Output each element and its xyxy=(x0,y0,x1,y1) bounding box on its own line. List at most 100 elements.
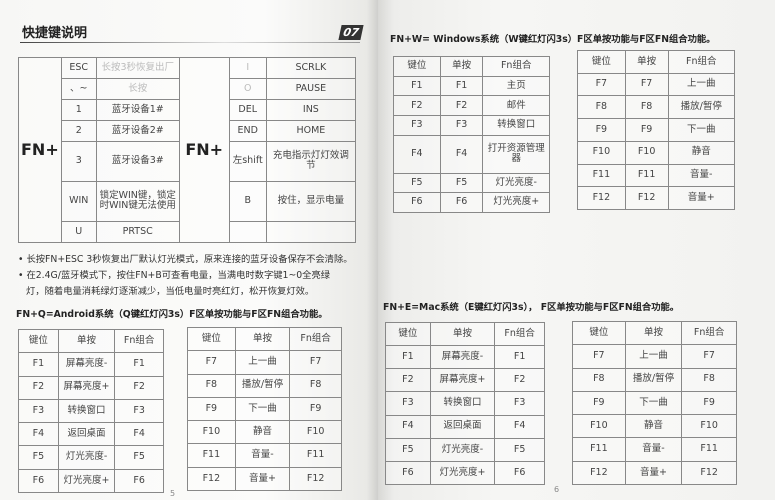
table-row: F12 音量+ F12 xyxy=(572,460,737,486)
windows-table-f7-f12: 键位 单按 Fn组合 F7 F7 上一曲 F8 F8 播放/暂停 F9 F9 下一曲 F10 F10 静音 F… xyxy=(577,50,735,210)
table-cell: F9 xyxy=(187,396,236,422)
column-header: Fn组合 xyxy=(289,326,342,352)
table-row: F9 下一曲 F9 xyxy=(572,390,737,416)
column-header: Fn组合 xyxy=(667,50,735,74)
column-header: 单按 xyxy=(234,326,291,352)
table-cell: F3 xyxy=(439,115,484,136)
table-row: WIN 锁定WIN键，锁定时WIN键无法使用 B 按住，显示电量 xyxy=(19,180,357,222)
table-row: F7 上一曲 F7 xyxy=(187,350,342,375)
fn-prefix-label: FN+ xyxy=(18,57,62,243)
table-row: F12 音量+ F12 xyxy=(187,466,342,492)
function-cell: HOME xyxy=(265,119,357,142)
key-cell: WIN xyxy=(60,180,97,222)
table-row: F12 F12 音量+ xyxy=(577,186,735,210)
table-cell: F9 xyxy=(572,390,626,416)
function-cell: PRTSC xyxy=(95,220,180,244)
key-cell: I xyxy=(228,57,267,79)
table-cell: F11 xyxy=(572,437,626,462)
table-row: F6 灯光亮度+ F6 xyxy=(18,468,164,494)
title-divider xyxy=(20,42,360,43)
table-row: 3 蓝牙设备3# 左shift 充电指示灯灯效调节 xyxy=(19,140,357,182)
table-cell: 转换窗口 xyxy=(57,398,116,424)
table-row: F2 屏幕亮度+ F2 xyxy=(385,368,545,393)
table-row: F10 F10 静音 xyxy=(577,140,735,165)
table-row: 、~ 长按 O PAUSE xyxy=(19,77,357,100)
table-cell: F4 xyxy=(439,134,484,174)
table-cell: 音量- xyxy=(667,163,735,188)
table-cell: F3 xyxy=(114,398,164,424)
table-row: F2 屏幕亮度+ F2 xyxy=(18,375,164,400)
table-cell: F4 xyxy=(494,414,545,439)
table-cell: 转换窗口 xyxy=(482,115,550,136)
windows-heading: FN+W= Windows系统（W键红灯闪3s）F区单按功能与F区FN组合功能。 xyxy=(390,34,716,45)
table-cell: F5 xyxy=(385,437,431,462)
key-cell: DEL xyxy=(228,98,267,121)
windows-table-f1-f6: 键位 单按 Fn组合 F1 F1 主页 F2 F2 邮件 F3 F3 转换窗口 F4 F4 打开资源管理器 F… xyxy=(393,56,550,213)
table-cell: F10 xyxy=(624,140,669,165)
table-cell: F1 xyxy=(114,352,164,377)
table-cell: F4 xyxy=(18,422,59,447)
table-row: F11 F11 音量- xyxy=(577,163,735,188)
table-cell: F7 xyxy=(187,350,236,375)
column-header: 键位 xyxy=(18,328,59,354)
note-1: • 长按FN+ESC 3秒恢复出厂默认灯光模式，原来连接的蓝牙设备保存不会清除。 xyxy=(18,254,353,265)
table-cell: F1 xyxy=(393,75,441,97)
table-cell: F1 xyxy=(385,345,431,370)
function-cell: 锁定WIN键，锁定时WIN键无法使用 xyxy=(95,180,180,222)
column-header: Fn组合 xyxy=(114,328,164,354)
android-table-f7-f12: 键位 单按 Fn组合 F7 上一曲 F7 F8 播放/暂停 F8 F9 下一曲 F9 F10 静音 F10 F… xyxy=(187,326,342,492)
right-page: FN+W= Windows系统（W键红灯闪3s）F区单按功能与F区FN组合功能。… xyxy=(378,0,775,500)
table-row: F1 F1 主页 xyxy=(393,75,550,97)
table-cell: F11 xyxy=(681,437,737,462)
column-header: Fn组合 xyxy=(482,56,550,77)
function-cell: 按住，显示电量 xyxy=(265,180,357,222)
table-cell: F9 xyxy=(681,390,737,416)
column-header: 键位 xyxy=(572,320,626,346)
table-cell: 音量- xyxy=(624,437,683,462)
key-cell: 1 xyxy=(60,98,97,121)
table-cell: F3 xyxy=(385,391,431,416)
table-row: F10 静音 F10 xyxy=(187,420,342,445)
table-cell: F9 xyxy=(577,118,626,142)
table-row: F4 返回桌面 F4 xyxy=(18,422,164,447)
table-cell: 静音 xyxy=(624,414,683,439)
left-page: 快捷键说明 07 FN+ ESC 长按3秒恢复出厂 FN+ I SCRLK 、~ 长按 O PAU… xyxy=(0,0,378,500)
table-cell: F7 xyxy=(572,344,626,369)
table-cell: F6 xyxy=(385,460,431,486)
table-cell: 上一曲 xyxy=(624,344,683,369)
table-cell: F3 xyxy=(18,398,59,424)
table-cell: 返回桌面 xyxy=(429,414,496,439)
table-cell: F4 xyxy=(385,414,431,439)
function-cell: 长按 xyxy=(95,77,180,100)
table-cell: F1 xyxy=(18,352,59,377)
table-header-row: 键位 单按 Fn组合 xyxy=(385,321,545,347)
table-cell: F5 xyxy=(114,445,164,470)
table-header-row: 键位 单按 Fn组合 xyxy=(393,56,550,77)
page-badge: 07 xyxy=(338,25,364,40)
table-cell: F2 xyxy=(393,95,441,117)
table-cell: F11 xyxy=(624,163,669,188)
table-cell: F6 xyxy=(114,468,164,494)
fn-prefix-label: FN+ xyxy=(178,57,230,243)
table-cell: F12 xyxy=(187,466,236,492)
table-cell: 转换窗口 xyxy=(429,391,496,416)
note-3: 灯，随着电量消耗绿灯逐渐减少，当低电量时亮红灯，松开恢复灯效。 xyxy=(26,286,315,297)
table-cell: F6 xyxy=(439,192,484,213)
column-header: 单按 xyxy=(624,50,669,74)
table-cell: F7 xyxy=(577,72,626,97)
table-cell: F7 xyxy=(624,72,669,97)
column-header: 键位 xyxy=(577,50,626,74)
table-cell: 音量- xyxy=(234,443,291,468)
page-title: 快捷键说明 xyxy=(22,26,88,41)
table-cell: 播放/暂停 xyxy=(624,367,683,392)
function-cell: 蓝牙设备2# xyxy=(95,119,180,142)
table-row: F1 屏幕亮度- F1 xyxy=(385,345,545,370)
table-cell: F7 xyxy=(681,344,737,369)
table-cell: F11 xyxy=(577,163,626,188)
table-cell: F8 xyxy=(624,95,669,120)
table-row: F11 音量- F11 xyxy=(572,437,737,462)
note-2: • 在2.4G/蓝牙模式下，按住FN+B可查看电量，当满电时数字键1~0全亮绿 xyxy=(18,270,331,281)
table-cell: F4 xyxy=(114,422,164,447)
key-cell: ESC xyxy=(60,57,97,79)
table-cell: F10 xyxy=(681,414,737,439)
